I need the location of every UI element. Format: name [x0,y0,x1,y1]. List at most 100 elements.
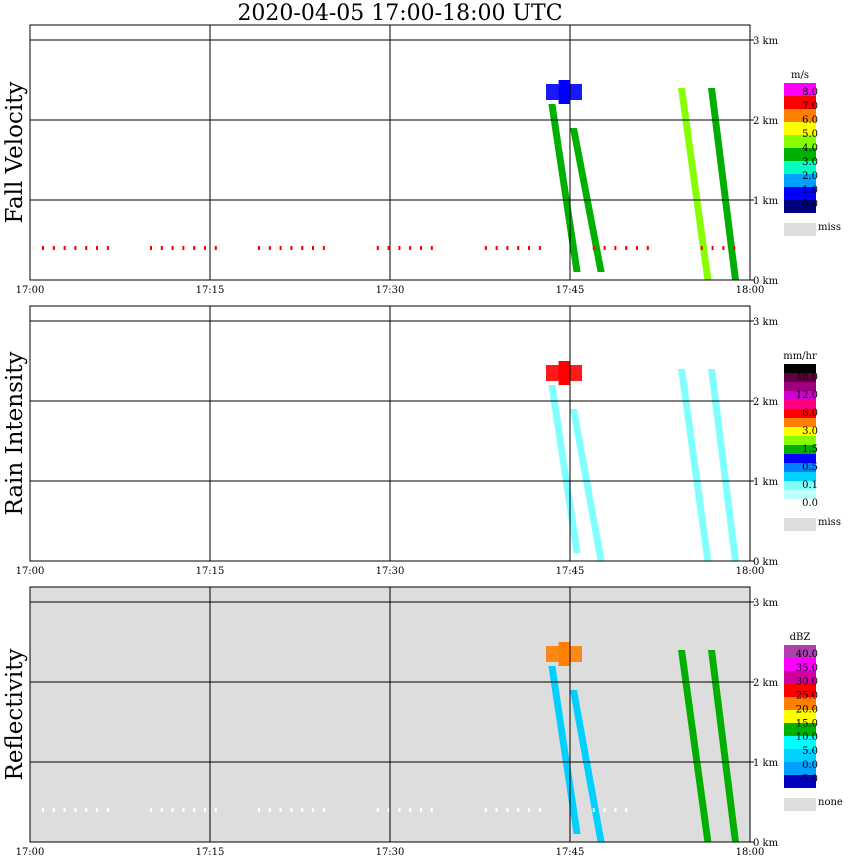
colorbar-unit: dBZ [790,632,811,643]
plot-frame [29,305,751,562]
echo-dot [279,246,282,250]
grid-lines [30,587,750,842]
fallstreak [708,650,739,842]
echo-dot [322,808,325,812]
echo-dot [711,246,714,250]
fallstreak [678,650,712,842]
echo-dot [301,246,304,250]
colorbar-label: 25.0 [796,691,818,702]
colorbar-swatch [784,148,816,161]
colorbar-swatch [784,671,816,684]
fallstreak [708,369,739,561]
colorbar-label: 0.0 [802,199,818,210]
echo-dot [538,246,541,250]
fallstreak [548,666,581,834]
panel-ylabel: Rain Intensity [2,351,28,515]
echo-dot [495,246,498,250]
echo-dot [603,246,606,250]
echo-dot [214,246,217,250]
colorbar-swatch [784,400,816,409]
y-tick-label: 0 km [753,557,779,568]
echo-dot [268,246,271,250]
echo-dot [430,246,433,250]
colorbar-label: 2.0 [802,171,818,182]
echo-dot [506,808,509,812]
x-tick-label: 17:45 [556,285,585,296]
colorbar: m/s 8.0 7.0 6.0 5.0 4.0 3.0 2.0 1.0 0.0 miss [784,70,841,236]
echo-dot [85,808,88,812]
colorbar-label: 0.1 [802,480,818,491]
echo-dot [700,246,703,250]
colorbar-swatch [784,736,816,749]
echo-dot [614,808,617,812]
y-tick-label: 3 km [753,36,779,47]
echo-dot [322,246,325,250]
colorbar-swatch [784,135,816,148]
echo-dot [376,808,379,812]
colorbar-swatch [784,122,816,135]
echo-dot [625,808,628,812]
colorbar-swatch [784,749,816,762]
colorbar-swatch [784,174,816,187]
echo-dot [495,808,498,812]
plot-frame [29,24,751,281]
echo-dot [74,246,77,250]
fallstreak [570,409,605,561]
echo-cell-core [558,80,570,104]
echo-dot [430,808,433,812]
echo-dot [528,246,530,250]
echo-dot [722,246,725,250]
colorbar-label: 6.0 [802,115,818,126]
echo-dot [193,808,196,812]
colorbar-unit: mm/hr [783,351,817,362]
colorbar-swatch [784,775,816,788]
fallstreak [548,385,581,553]
colorbar-missing-swatch [784,223,816,236]
colorbar-swatch [784,187,816,200]
colorbar-label: 1.5 [802,444,818,455]
colorbar-swatch [784,723,816,736]
colorbar-label: 12.0 [796,390,818,401]
echo-dot [74,808,77,812]
colorbar-swatch [784,454,816,463]
grid-lines [30,25,750,280]
echo-dot [214,808,217,812]
colorbar-label: 20.0 [796,704,818,715]
echo-dot [204,246,206,250]
echo-dot [106,808,109,812]
echo-dot [160,246,163,250]
echo-dot [268,808,271,812]
fallstreak [570,690,605,842]
echo-dot [398,246,401,250]
fallstreak [708,88,739,280]
echo-dot [63,808,66,812]
y-tick-label: 2 km [753,116,779,127]
echo-dot [733,246,736,250]
colorbar-label: 5.0 [802,746,818,757]
colorbar-swatch [784,463,816,472]
colorbar-missing-swatch [784,518,816,531]
chart-title: 2020-04-05 17:00-18:00 UTC [237,1,563,26]
y-tick-label: 1 km [753,758,779,769]
echo-dot [506,246,509,250]
x-tick-label: 18:00 [736,847,765,858]
echo-dot [193,246,196,250]
panel-3: 0 km 1 km 2 km 3 km 17:00 17:15 17:30 17:45 18:0… [2,586,843,858]
grid-lines [30,306,750,561]
colorbar-label: 10.0 [796,732,818,743]
colorbar-label: -5.0 [799,774,818,785]
echo-cell-core [558,642,570,666]
colorbar-label: 4.0 [802,143,818,154]
colorbar-label: 40.0 [796,649,818,660]
echo-dot [171,246,174,250]
x-tick-label: 17:15 [196,566,225,577]
echo-dot [42,246,44,250]
echo-dot [528,808,530,812]
colorbar-label: 5.0 [802,129,818,140]
panel-1: 0 km 1 km 2 km 3 km 17:00 17:15 17:30 17:45 18:0… [2,24,841,296]
colorbar-missing-swatch [784,798,816,811]
echo-dot [376,246,379,250]
colorbar: dBZ 40.0 35.0 30.0 25.0 20.0 15.0 10.0 5.0 0.0 -5.… [784,632,843,811]
echo-dot [96,808,98,812]
